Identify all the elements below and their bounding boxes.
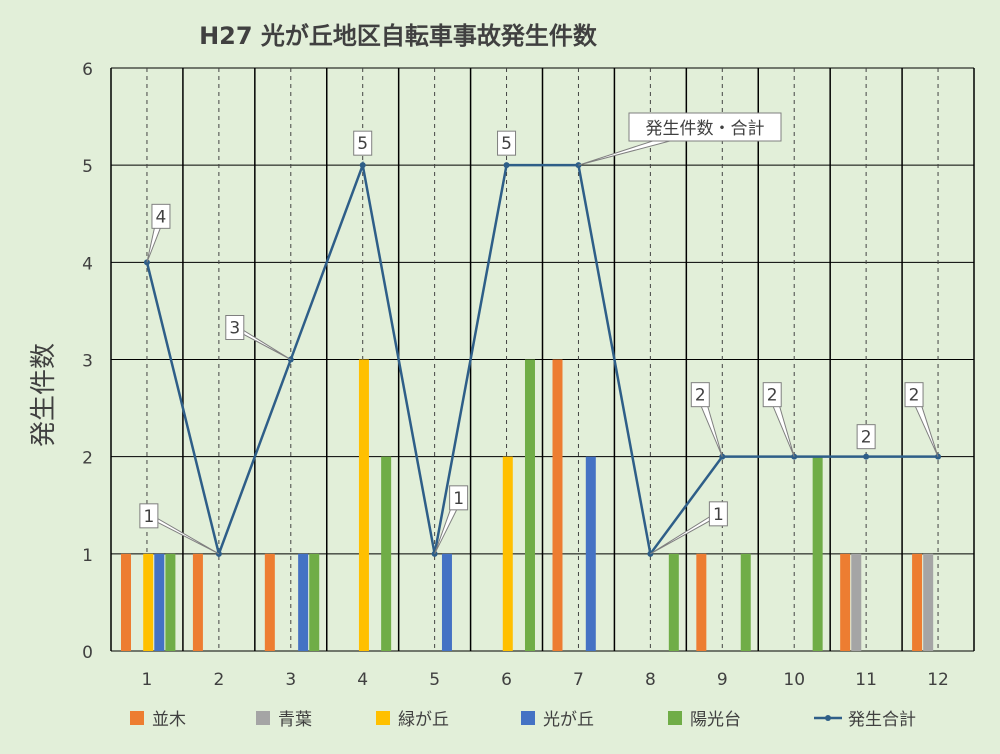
bar-陽光台-6: [524, 359, 535, 651]
line-point: [863, 453, 870, 460]
legend-swatch-緑が丘: [376, 711, 390, 725]
y-tick-label: 4: [82, 254, 93, 274]
x-tick-label: 1: [142, 670, 153, 690]
legend-label: 緑が丘: [398, 710, 449, 730]
legend: 並木 青葉 緑が丘 光が丘 陽光台 発生合計: [130, 710, 916, 730]
data-label-box: [762, 382, 782, 408]
y-tick-label: 3: [82, 352, 93, 372]
data-label-box: [856, 424, 876, 450]
legend-marker: [825, 715, 831, 721]
y-tick-label: 6: [82, 60, 93, 80]
x-tick-label: 11: [855, 670, 877, 690]
legend-swatch-光が丘: [521, 711, 535, 725]
bar-陽光台-1: [165, 553, 176, 651]
x-tick-label: 9: [717, 670, 728, 690]
x-tick-label: 10: [783, 670, 805, 690]
bar-並木-2: [192, 553, 203, 651]
data-label: 5: [357, 134, 368, 154]
data-label: 2: [695, 386, 706, 406]
y-tick-label: 0: [82, 643, 93, 663]
data-label-box: [139, 503, 159, 529]
chart-title: H27 光が丘地区自転車事故発生件数: [199, 22, 598, 50]
y-axis-label: 発生件数: [29, 343, 59, 447]
legend-swatch-陽光台: [668, 711, 682, 725]
bar-並木-9: [696, 553, 707, 651]
x-tick-label: 12: [927, 670, 949, 690]
bar-光が丘-5: [441, 553, 452, 651]
bar-緑が丘-1: [143, 553, 154, 651]
bar-緑が丘-4: [358, 359, 369, 651]
data-label: 1: [453, 489, 464, 509]
line-point: [359, 162, 366, 169]
legend-label: 並木: [152, 710, 186, 730]
data-label-box: [690, 382, 710, 408]
bar-光が丘-1: [154, 553, 165, 651]
series-annotation: 発生件数・合計: [646, 119, 765, 139]
data-label-box: [904, 382, 924, 408]
bar-陽光台-3: [309, 553, 320, 651]
annotation-box: [628, 112, 782, 142]
legend-swatch-並木: [130, 711, 144, 725]
data-label-box: [497, 130, 517, 156]
data-label-box: [225, 315, 245, 340]
x-tick-label: 7: [573, 670, 584, 690]
data-label-layer: 4 1 3 5 1 5 1 2 2 2 2 発生件数・合計: [139, 112, 939, 555]
y-tick-label: 5: [82, 157, 93, 177]
legend-swatch-青葉: [256, 711, 270, 725]
data-label-box: [151, 203, 171, 229]
y-tick-label: 2: [82, 449, 93, 469]
data-label: 1: [713, 505, 724, 525]
x-tick-label: 4: [357, 670, 368, 690]
bar-陽光台-8: [668, 553, 679, 651]
data-label: 2: [767, 386, 778, 406]
data-label: 1: [143, 507, 154, 527]
bar-青葉-11: [851, 553, 862, 651]
line-series-total: [145, 160, 939, 559]
bar-緑が丘-6: [502, 456, 513, 651]
bar-陽光台-10: [812, 456, 823, 651]
bar-並木-3: [264, 553, 275, 651]
data-label-box: [708, 501, 728, 527]
data-label-box: [449, 485, 469, 511]
bar-光が丘-7: [585, 456, 596, 651]
data-label: 2: [909, 386, 920, 406]
y-tick-label: 1: [82, 546, 93, 566]
data-label: 3: [229, 319, 240, 339]
bar-並木-12: [912, 553, 923, 651]
bar-並木-11: [840, 553, 851, 651]
legend-label: 青葉: [278, 710, 312, 730]
legend-label: 陽光台: [690, 710, 741, 730]
data-label: 4: [156, 207, 167, 227]
x-tick-label: 3: [285, 670, 296, 690]
x-tick-label: 6: [501, 670, 512, 690]
bar-陽光台-4: [381, 456, 392, 651]
legend-label: 発生合計: [848, 710, 916, 730]
bar-並木-1: [121, 553, 131, 651]
bar-光が丘-3: [298, 553, 309, 651]
bar-陽光台-9: [740, 553, 751, 651]
bar-青葉-12: [923, 553, 934, 651]
line-point: [503, 162, 510, 169]
x-tick-label: 2: [213, 670, 224, 690]
legend-label: 光が丘: [543, 710, 594, 730]
data-label: 2: [861, 428, 872, 448]
x-tick-label: 5: [429, 670, 440, 690]
bar-並木-7: [552, 359, 563, 651]
x-tick-label: 8: [645, 670, 656, 690]
data-label-box: [353, 130, 373, 156]
bar-layer: [121, 359, 934, 651]
data-label: 5: [501, 134, 512, 154]
